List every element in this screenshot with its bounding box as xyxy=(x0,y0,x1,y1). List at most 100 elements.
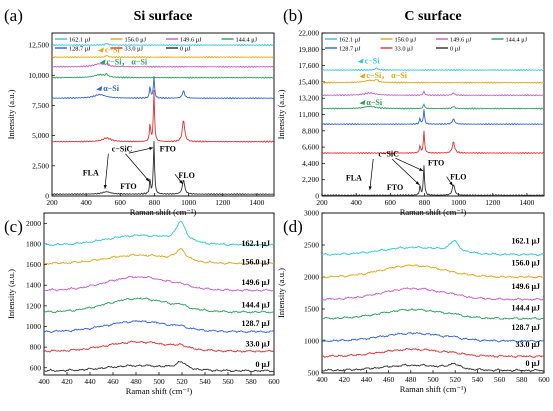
series-group xyxy=(322,67,544,196)
annotation: FTO xyxy=(120,182,136,191)
y-tick-label: 10,000 xyxy=(28,71,49,80)
legend-entry: 162.1 μJ xyxy=(69,36,91,43)
plot-frame xyxy=(51,32,275,197)
series-line-0 xyxy=(52,42,274,47)
series-line-1 xyxy=(44,247,274,266)
energy-label: 156.0 μJ xyxy=(511,258,540,267)
panel-d: 400 420 440 460 480 500 520 540 560 580 600 500 1000… xyxy=(276,209,550,395)
panel-letter: (d) xyxy=(283,217,303,236)
x-tick-label: 500 xyxy=(153,377,165,386)
annotation-arrow xyxy=(395,157,424,172)
arrow-head xyxy=(449,181,453,186)
energy-label: 162.1 μJ xyxy=(511,237,540,246)
x-tick-label: 600 xyxy=(115,198,127,207)
series-line-5 xyxy=(52,90,274,143)
annotation-arrow xyxy=(128,147,154,154)
y-tick-label: 8,800 xyxy=(302,126,319,135)
y-tick-label: 1500 xyxy=(304,305,319,314)
legend-entry: 149.6 μJ xyxy=(450,36,472,43)
annotation: α−Si xyxy=(103,84,119,93)
legend-entry: 33.0 μJ xyxy=(125,45,144,52)
x-tick-label: 1000 xyxy=(181,198,196,207)
energy-label: 128.7 μJ xyxy=(241,319,270,328)
arrow-head xyxy=(415,181,420,185)
x-tick-label: 800 xyxy=(419,198,431,207)
y-tick-label: 17,600 xyxy=(298,61,319,70)
panel-letter: (a) xyxy=(4,6,23,25)
energy-label: 144.4 μJ xyxy=(511,303,540,312)
panel-title: C surface xyxy=(404,9,461,24)
x-tick-label: 560 xyxy=(222,377,234,386)
x-tick-label: 1000 xyxy=(451,198,466,207)
series-line-2 xyxy=(52,62,274,69)
energy-label: 0 μJ xyxy=(525,359,540,368)
y-axis-label: Intensity (a.u.) xyxy=(6,269,16,319)
legend-entry: 128.7 μJ xyxy=(69,45,91,52)
legend: 162.1 μJ 156.0 μJ 149.6 μJ 144.4 μJ 128.7 μJ… xyxy=(325,36,528,52)
x-tick-label: 400 xyxy=(38,377,50,386)
annotation: FTO xyxy=(387,183,403,192)
series-group xyxy=(44,221,274,373)
x-tick-label: 1200 xyxy=(485,198,500,207)
series-line-4 xyxy=(322,109,544,126)
y-tick-label: 13,200 xyxy=(298,94,319,103)
arrow-head xyxy=(145,177,150,182)
annotation: c−Si xyxy=(105,45,121,54)
x-tick-label: 420 xyxy=(339,375,351,384)
series-line-3 xyxy=(322,103,544,110)
annotation: FTO xyxy=(428,159,444,168)
x-tick-label: 540 xyxy=(199,377,211,386)
panel-a: 200 400 600 800 1000 1200 1400 0 2,500 5,000 7,500… xyxy=(4,6,275,217)
series-line-6 xyxy=(52,141,274,196)
y-tick-label: 2500 xyxy=(304,241,319,250)
y-tick-label: 1800 xyxy=(26,239,41,248)
series-line-5 xyxy=(44,340,274,353)
series-line-5 xyxy=(322,130,544,155)
series-line-2 xyxy=(322,90,544,97)
legend-entry: 149.6 μJ xyxy=(180,36,202,43)
y-tick-label: 22,000 xyxy=(298,29,319,38)
annotation: FLO xyxy=(178,171,194,180)
y-tick-label: 600 xyxy=(30,363,42,372)
y-axis-label: Intensity (a.u.) xyxy=(6,89,16,139)
series-line-0 xyxy=(322,240,544,257)
y-tick-label: 6,600 xyxy=(302,143,319,152)
energy-label: 156.0 μJ xyxy=(241,258,270,267)
legend-entry: 156.0 μJ xyxy=(125,36,147,43)
y-tick-label: 3000 xyxy=(304,209,319,218)
series-line-0 xyxy=(44,221,274,247)
x-tick-label: 200 xyxy=(316,198,328,207)
y-tick-label: 0 xyxy=(45,192,49,201)
series-line-4 xyxy=(322,331,544,344)
series-line-4 xyxy=(52,76,274,100)
annotation: FTO xyxy=(160,144,176,153)
x-tick-label: 480 xyxy=(130,377,142,386)
y-tick-label: 2,200 xyxy=(302,175,319,184)
y-tick-label: 500 xyxy=(308,369,320,378)
y-tick-label: 7,500 xyxy=(32,101,49,110)
x-tick-label: 460 xyxy=(107,377,119,386)
x-axis-label: Raman shift (cm⁻¹) xyxy=(400,384,467,394)
y-tick-label: 11,000 xyxy=(299,110,320,119)
energy-label: 33.0 μJ xyxy=(515,340,540,349)
annotation: c−Si xyxy=(365,56,381,65)
series-line-1 xyxy=(52,55,274,59)
annotation-arrow xyxy=(391,158,420,186)
series-line-2 xyxy=(322,287,544,301)
annotation: c−SiC xyxy=(112,144,133,153)
marker-arrow xyxy=(359,73,366,79)
x-axis-label: Raman shift (cm⁻¹) xyxy=(130,207,197,217)
x-tick-label: 440 xyxy=(84,377,96,386)
x-tick-label: 500 xyxy=(427,375,439,384)
marker-arrow xyxy=(359,99,366,105)
annotation-arrow xyxy=(369,158,374,191)
series-line-3 xyxy=(322,308,544,321)
series-line-4 xyxy=(44,320,274,334)
x-tick-label: 600 xyxy=(538,375,550,384)
annotation: c−Si， α−Si xyxy=(107,57,148,66)
annotation: FLA xyxy=(83,168,99,177)
y-tick-label: 2000 xyxy=(304,273,319,282)
series-line-6 xyxy=(44,360,274,373)
energy-label: 144.4 μJ xyxy=(241,300,270,309)
x-tick-label: 520 xyxy=(176,377,188,386)
